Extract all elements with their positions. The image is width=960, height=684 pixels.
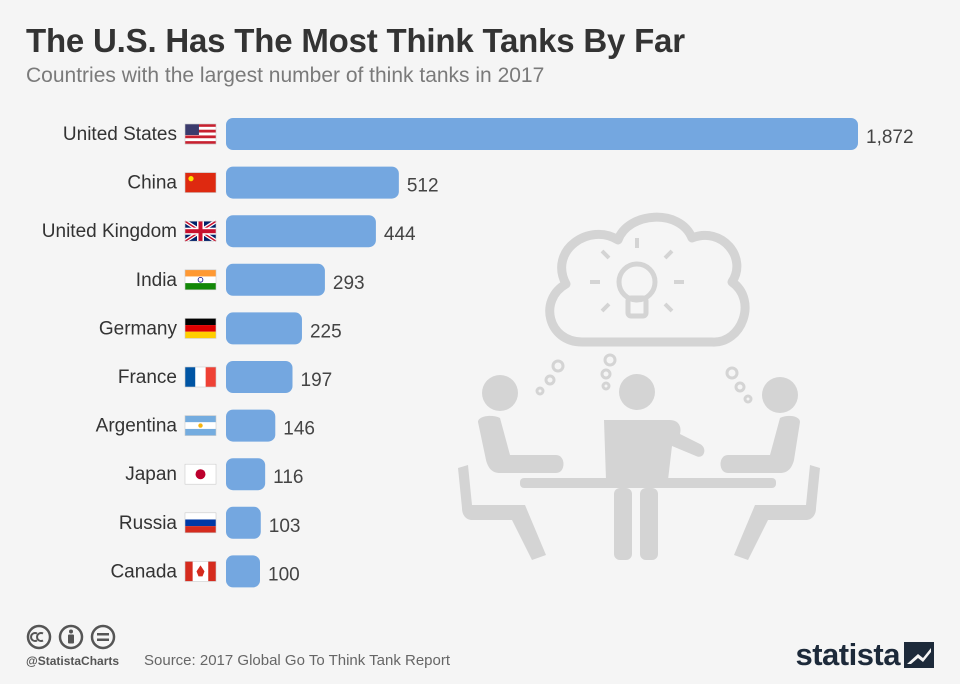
bar [226,312,302,345]
cc-icon [26,624,52,650]
us-flag-icon [184,123,217,145]
thought-cloud-icon [545,212,750,347]
category-label: United Kingdom [42,221,177,242]
brand-name: statista [795,637,900,672]
bar [226,555,260,588]
japan-flag-icon [184,463,217,485]
bar [226,118,858,150]
bar [226,263,325,296]
statista-logo-icon [904,642,934,668]
category-label: Canada [110,561,177,582]
bars-layer: United States 1,872 China 512 United Kingdom… [42,118,914,588]
license-icons [26,624,126,655]
bar [226,361,293,393]
value-label: 116 [273,467,303,488]
bar-row: Canada 100 [110,555,300,588]
category-label: Russia [119,513,178,534]
bar-row: United Kingdom 444 [42,215,416,248]
value-label: 146 [283,419,315,440]
chart-subtitle: Countries with the largest number of thi… [26,64,545,87]
value-label: 1,872 [866,127,914,148]
no-derivatives-icon [90,624,116,650]
canada-flag-icon [184,561,217,582]
statista-handle: @StatistaCharts [26,654,120,668]
chart-title: The U.S. Has The Most Think Tanks By Far [26,22,685,59]
think-tank-illustration [458,212,820,560]
bar [226,458,266,491]
bar-row: Argentina 146 [96,409,315,442]
argentina-flag-icon [184,415,217,436]
statista-logo: statista [795,637,934,673]
bar-row: Germany 225 [99,312,342,345]
attribution-icon [58,624,84,650]
bar [226,166,399,199]
russia-flag-icon [184,512,217,534]
bar-row: Japan 116 [125,458,303,491]
bar-row: India 293 [136,263,365,296]
value-label: 293 [333,273,365,294]
uk-flag-icon [183,219,218,243]
bar-row: United States 1,872 [63,118,914,150]
source-note: Source: 2017 Global Go To Think Tank Rep… [144,652,451,669]
value-label: 225 [310,321,342,342]
value-label: 197 [301,370,333,391]
bar-row: China 512 [127,166,439,199]
category-label: India [136,270,178,291]
category-label: United States [63,124,177,145]
value-label: 512 [407,176,439,197]
value-label: 100 [268,564,300,585]
china-flag-icon [184,172,217,193]
category-label: France [118,367,177,388]
category-label: Japan [125,464,177,485]
bar-row: France 197 [118,361,332,393]
bar [226,409,276,442]
category-label: Argentina [96,416,178,437]
category-label: China [127,173,177,194]
value-label: 444 [384,224,416,245]
bar-row: Russia 103 [119,506,301,539]
france-flag-icon [184,366,217,388]
india-flag-icon [184,269,217,291]
germany-flag-icon [184,318,217,339]
bar [226,506,261,539]
bar [226,215,376,248]
category-label: Germany [99,318,178,339]
value-label: 103 [269,516,301,537]
